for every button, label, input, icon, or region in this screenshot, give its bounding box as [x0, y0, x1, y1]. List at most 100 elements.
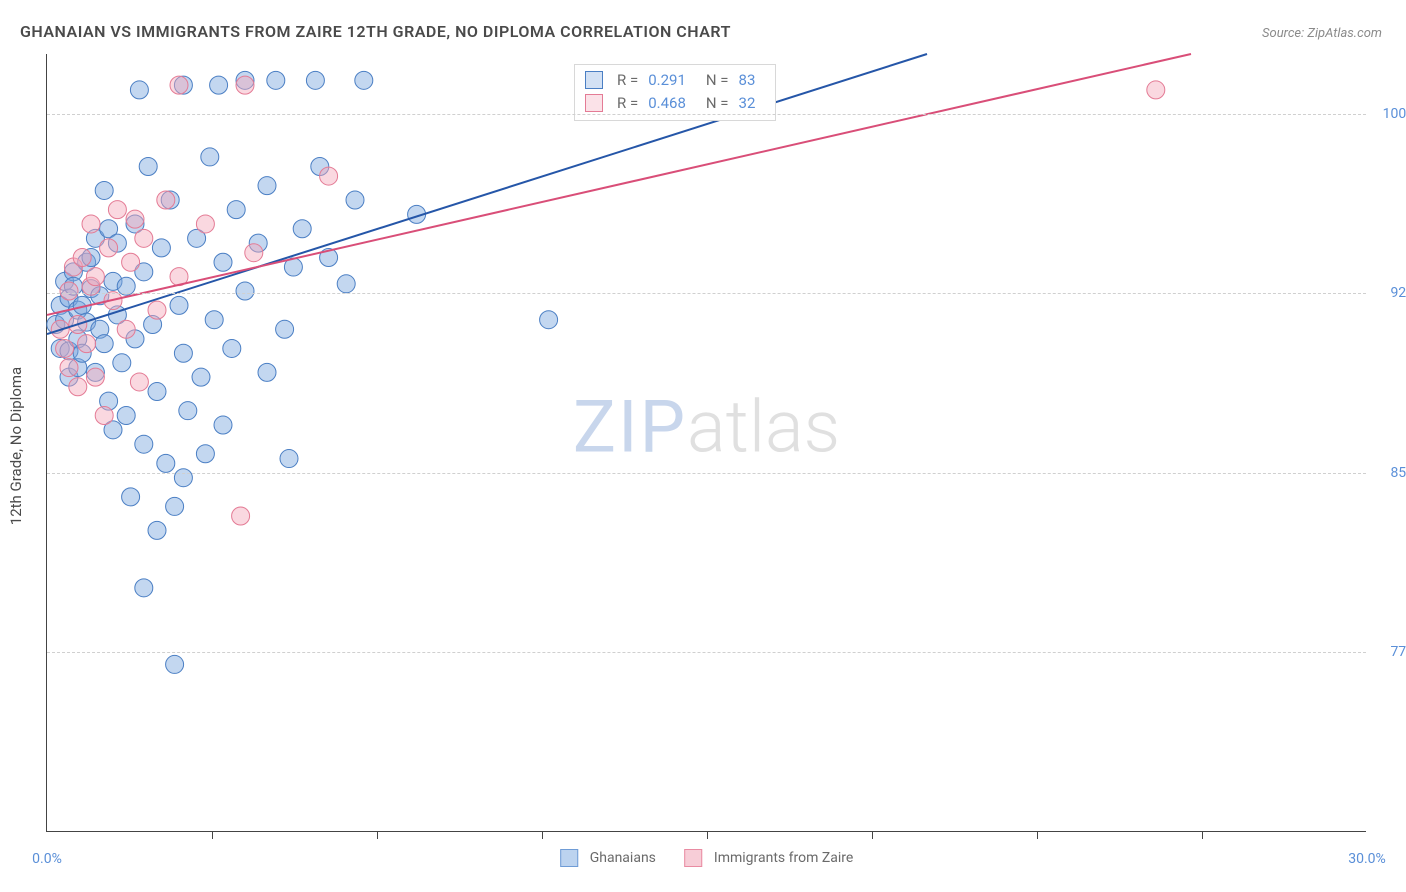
data-point: [346, 191, 364, 209]
legend-item: Immigrants from Zaire: [684, 849, 853, 867]
data-point: [174, 344, 192, 362]
data-point: [267, 71, 285, 89]
data-point: [135, 579, 153, 597]
data-point: [210, 76, 228, 94]
data-point: [100, 239, 118, 257]
data-point: [166, 497, 184, 515]
r-label: R =: [617, 92, 638, 115]
gridline-horizontal: [47, 652, 1366, 653]
x-tick-label: 30.0%: [1348, 851, 1386, 867]
x-axis-tick: [1037, 831, 1038, 839]
data-point: [258, 177, 276, 195]
n-label: N =: [706, 69, 729, 92]
legend-item: Ghanaians: [560, 849, 656, 867]
x-axis-tick: [212, 831, 213, 839]
y-tick-label: 92.5%: [1372, 285, 1406, 301]
data-point: [86, 268, 104, 286]
n-value: 32: [739, 92, 756, 115]
legend-label: Immigrants from Zaire: [714, 850, 853, 866]
data-point: [540, 311, 558, 329]
data-point: [78, 335, 96, 353]
data-point: [196, 215, 214, 233]
data-point: [148, 383, 166, 401]
data-point: [126, 210, 144, 228]
series-swatch: [585, 71, 603, 89]
data-point: [196, 445, 214, 463]
r-value: 0.291: [648, 69, 686, 92]
data-point: [60, 282, 78, 300]
data-point: [276, 320, 294, 338]
data-point: [122, 488, 140, 506]
gridline-horizontal: [47, 473, 1366, 474]
data-point: [95, 181, 113, 199]
x-axis-tick: [872, 831, 873, 839]
data-point: [166, 655, 184, 673]
data-point: [130, 81, 148, 99]
data-point: [245, 244, 263, 262]
legend-swatch: [560, 849, 578, 867]
legend: Ghanaians Immigrants from Zaire: [560, 849, 854, 867]
y-tick-label: 100.0%: [1372, 106, 1406, 122]
data-point: [135, 435, 153, 453]
data-point: [117, 406, 135, 424]
data-point: [214, 253, 232, 271]
r-value: 0.468: [648, 92, 686, 115]
data-point: [236, 282, 254, 300]
data-point: [170, 296, 188, 314]
data-point: [355, 71, 373, 89]
data-point: [320, 167, 338, 185]
gridline-horizontal: [47, 114, 1366, 115]
data-point: [60, 359, 78, 377]
x-tick-label: 0.0%: [32, 851, 62, 867]
data-point: [227, 201, 245, 219]
legend-swatch: [684, 849, 702, 867]
x-axis-tick: [542, 831, 543, 839]
y-tick-label: 77.5%: [1372, 644, 1406, 660]
r-label: R =: [617, 69, 638, 92]
data-point: [113, 354, 131, 372]
scatter-chart: ZIPatlas R =0.291N =83R =0.468N =32 Ghan…: [46, 54, 1366, 832]
data-point: [258, 363, 276, 381]
data-point: [117, 320, 135, 338]
data-point: [148, 521, 166, 539]
data-point: [148, 301, 166, 319]
source-attribution: Source: ZipAtlas.com: [1262, 26, 1382, 41]
x-axis-tick: [377, 831, 378, 839]
x-axis-tick: [707, 831, 708, 839]
data-point: [280, 450, 298, 468]
data-point: [122, 253, 140, 271]
data-point: [232, 507, 250, 525]
data-point: [95, 335, 113, 353]
data-point: [139, 158, 157, 176]
data-point: [214, 416, 232, 434]
stat-row: R = 0.468 N = 32: [585, 92, 765, 115]
data-point: [205, 311, 223, 329]
data-point: [95, 406, 113, 424]
data-point: [86, 368, 104, 386]
y-axis-label: 12th Grade, No Diploma: [7, 367, 25, 525]
data-point: [108, 201, 126, 219]
chart-title: GHANAIAN VS IMMIGRANTS FROM ZAIRE 12TH G…: [20, 22, 731, 41]
stat-row: R = 0.291 N = 83: [585, 69, 765, 92]
y-tick-label: 85.0%: [1372, 465, 1406, 481]
data-point: [82, 215, 100, 233]
data-point: [135, 229, 153, 247]
x-axis-tick: [1202, 831, 1203, 839]
data-point: [152, 239, 170, 257]
legend-label: Ghanaians: [590, 850, 656, 866]
n-label: N =: [706, 92, 729, 115]
data-point: [306, 71, 324, 89]
n-value: 83: [739, 69, 756, 92]
data-point: [201, 148, 219, 166]
data-point: [56, 339, 74, 357]
data-point: [192, 368, 210, 386]
data-point: [223, 339, 241, 357]
regression-line: [47, 54, 927, 334]
data-point: [73, 248, 91, 266]
data-point: [236, 76, 254, 94]
data-point: [174, 469, 192, 487]
data-point: [157, 454, 175, 472]
data-point: [179, 402, 197, 420]
series-swatch: [585, 94, 603, 112]
plot-svg: [47, 54, 1366, 831]
